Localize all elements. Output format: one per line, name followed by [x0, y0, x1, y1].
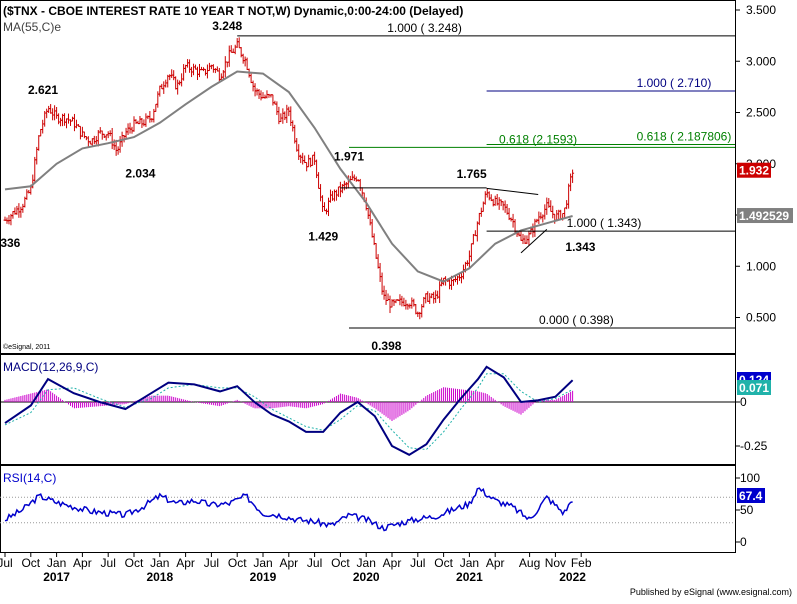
rsi-tick-label: 100 [740, 471, 760, 485]
price-annotation: 0.398 [371, 339, 401, 353]
time-year-label: 2017 [43, 570, 70, 584]
published-by: Published by eSignal (www.esignal.com) [630, 587, 792, 597]
time-tick-label: Jan [460, 556, 479, 570]
triangle-upper [486, 187, 539, 195]
macd-tick-label: 0 [740, 395, 747, 409]
time-year-label: 2020 [353, 570, 380, 584]
rsi-line [4, 487, 573, 532]
time-tick-label: Jul [101, 556, 116, 570]
price-panel-frame [0, 0, 736, 354]
macd-signal-line [4, 373, 573, 451]
macd-line [4, 365, 574, 456]
time-tick-label: Jul [410, 556, 425, 570]
time-tick-label: Apr [176, 556, 195, 570]
ma-value-badge: 1.492529 [739, 209, 789, 223]
time-tick-label: Apr [486, 556, 505, 570]
rsi-group: 100 50 0 67.4 [0, 471, 765, 549]
price-annotation: 2.621 [28, 83, 58, 97]
macd-panel-frame [0, 354, 736, 465]
time-tick-label: Apr [383, 556, 402, 570]
price-axis: 3.5003.0002.5002.0001.5001.0000.5001.932… [735, 3, 793, 325]
price-tick-label: 3.500 [746, 3, 776, 17]
fib-label-3: 0.618 ( 2.187806) [637, 129, 732, 143]
ma-55-line [4, 70, 573, 283]
price-tick-label: 2.500 [746, 106, 776, 120]
macd-title: MACD(12,26,9,C) [3, 360, 98, 374]
last-price-badge: 1.932 [739, 164, 769, 178]
time-tick-label: Oct [21, 556, 40, 570]
time-year-label: 2018 [146, 570, 173, 584]
chart-title: ($TNX - CBOE INTEREST RATE 10 YEAR T NOT… [3, 4, 463, 18]
time-tick-label: Oct [434, 556, 453, 570]
panel-frames [0, 0, 736, 553]
rsi-title: RSI(14,C) [3, 471, 56, 485]
time-tick-label: Jan [47, 556, 66, 570]
time-axis: Jul Oct Jan Apr Jul Oct Jan Apr Jul Oct Jan Apr Jul O… [0, 553, 592, 584]
time-tick-label: Apr [279, 556, 298, 570]
time-tick-label: Jul [0, 556, 13, 570]
signal-value-badge-bg [737, 380, 771, 395]
time-tick-label: Oct [125, 556, 144, 570]
time-tick-label: Feb [571, 556, 592, 570]
fib-label-4: 0.000 ( 0.398) [539, 313, 614, 327]
rsi-panel-frame [0, 465, 736, 553]
fib-label-1: 1.000 ( 2.710) [637, 76, 712, 90]
time-tick-label: Apr [73, 556, 92, 570]
rsi-value-badge: 67.4 [739, 489, 763, 503]
triangle-lower [520, 228, 548, 254]
price-tick-label: 0.500 [746, 311, 776, 325]
price-bars [3, 37, 575, 320]
rsi-tick-label: 50 [740, 503, 754, 517]
price-annotation: 3.248 [212, 19, 242, 33]
time-tick-label: Jan [357, 556, 376, 570]
price-annotation: 2.034 [125, 166, 155, 180]
fib-levels: 1.000 ( 3.248) 1.000 ( 2.710) 0.618 (2.159… [237, 21, 735, 329]
macd-tick-label: -0.25 [740, 439, 768, 453]
time-tick-label: Aug [519, 556, 540, 570]
rsi-value-badge-bg [737, 488, 765, 503]
time-year-label: 2022 [559, 570, 586, 584]
macd-group: 0-0.250.1240.071 [0, 365, 771, 456]
price-tick-label: 1.000 [746, 259, 776, 273]
price-tick-label: 3.000 [746, 54, 776, 68]
price-annotation: 1.429 [308, 229, 338, 243]
price-annotation: 1.765 [457, 167, 487, 181]
signal-value-badge: 0.071 [739, 381, 769, 395]
price-annotation: 1.343 [565, 240, 595, 254]
fib-label-5: 1.000 ( 1.343) [567, 216, 642, 230]
fib-label-2: 0.618 (2.1593) [499, 132, 577, 146]
last-price-badge-bg [737, 162, 771, 178]
time-tick-label: Jan [150, 556, 169, 570]
ma-value-badge-bg [737, 208, 793, 224]
copyright-text: ©eSignal, 2011 [3, 343, 51, 351]
time-tick-label: Oct [228, 556, 247, 570]
time-tick-label: Jul [204, 556, 219, 570]
price-annotation: .336 [0, 236, 21, 250]
time-year-label: 2021 [456, 570, 483, 584]
time-year-label: 2019 [250, 570, 277, 584]
price-annotation: 1.971 [334, 150, 364, 164]
rsi-tick-label: 0 [740, 535, 747, 549]
time-tick-label: Oct [331, 556, 350, 570]
ma-line-group [4, 70, 573, 283]
time-tick-label: Jul [307, 556, 322, 570]
time-tick-label: Jan [253, 556, 272, 570]
price-annotations: 3.248 2.621 2.034 .336 1.971 1.429 0.398 1.765 1… [0, 19, 596, 353]
fib-label-0: 1.000 ( 3.248) [387, 21, 462, 35]
ma-legend: MA(55,C)e [3, 20, 61, 34]
time-tick-label: Nov [545, 556, 566, 570]
